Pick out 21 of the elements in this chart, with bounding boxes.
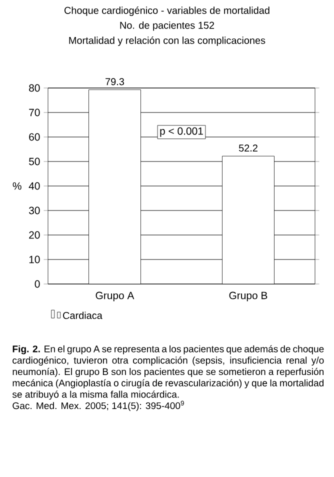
y-axis-title: % <box>12 182 22 190</box>
y-tick-label: 70 <box>29 108 40 116</box>
y-tick-label: 60 <box>29 133 40 141</box>
y-tick-label: 0 <box>34 280 40 288</box>
data-label: 79.3 <box>106 78 124 86</box>
chart-title: Choque cardiogénico - variables de mortalidad <box>64 6 270 16</box>
y-tick-label: 30 <box>28 206 40 214</box>
y-tick-label: 50 <box>29 158 40 166</box>
y-tick-label: 80 <box>29 84 40 92</box>
text: Gac. Med. Mex. 2005; 141(5): 395-400$^{9}$ <box>12 400 184 412</box>
chart-subtitle: No. de pacientes 152 <box>120 22 214 31</box>
data-label: 52.2 <box>238 144 258 152</box>
y-tick-label: 10 <box>29 256 40 264</box>
text: Mortalidad y relación con las complicaciones <box>69 36 266 46</box>
y-tick-label: 40 <box>28 182 40 190</box>
legend-label: Cardiaca <box>63 312 102 320</box>
x-tick-label: Grupo B <box>229 292 268 302</box>
text: Fig. 2. En el grupo A se representa a los pacientes que además de choque cardiogénico, tuvieron otra complicación (sepsis, insuficiencia renal y/o neumonía). El grupo B son los pacientes que se sometieron a reperfusión mecánica (Angioplastía o cirugía de revascularización) y que la mortalidad se atribuyó a la misma falla miocárdica. <box>12 345 324 400</box>
annotation: p < 0.001 <box>160 127 203 137</box>
x-tick-label: Grupo A <box>96 292 134 302</box>
y-tick-label: 20 <box>29 231 40 239</box>
